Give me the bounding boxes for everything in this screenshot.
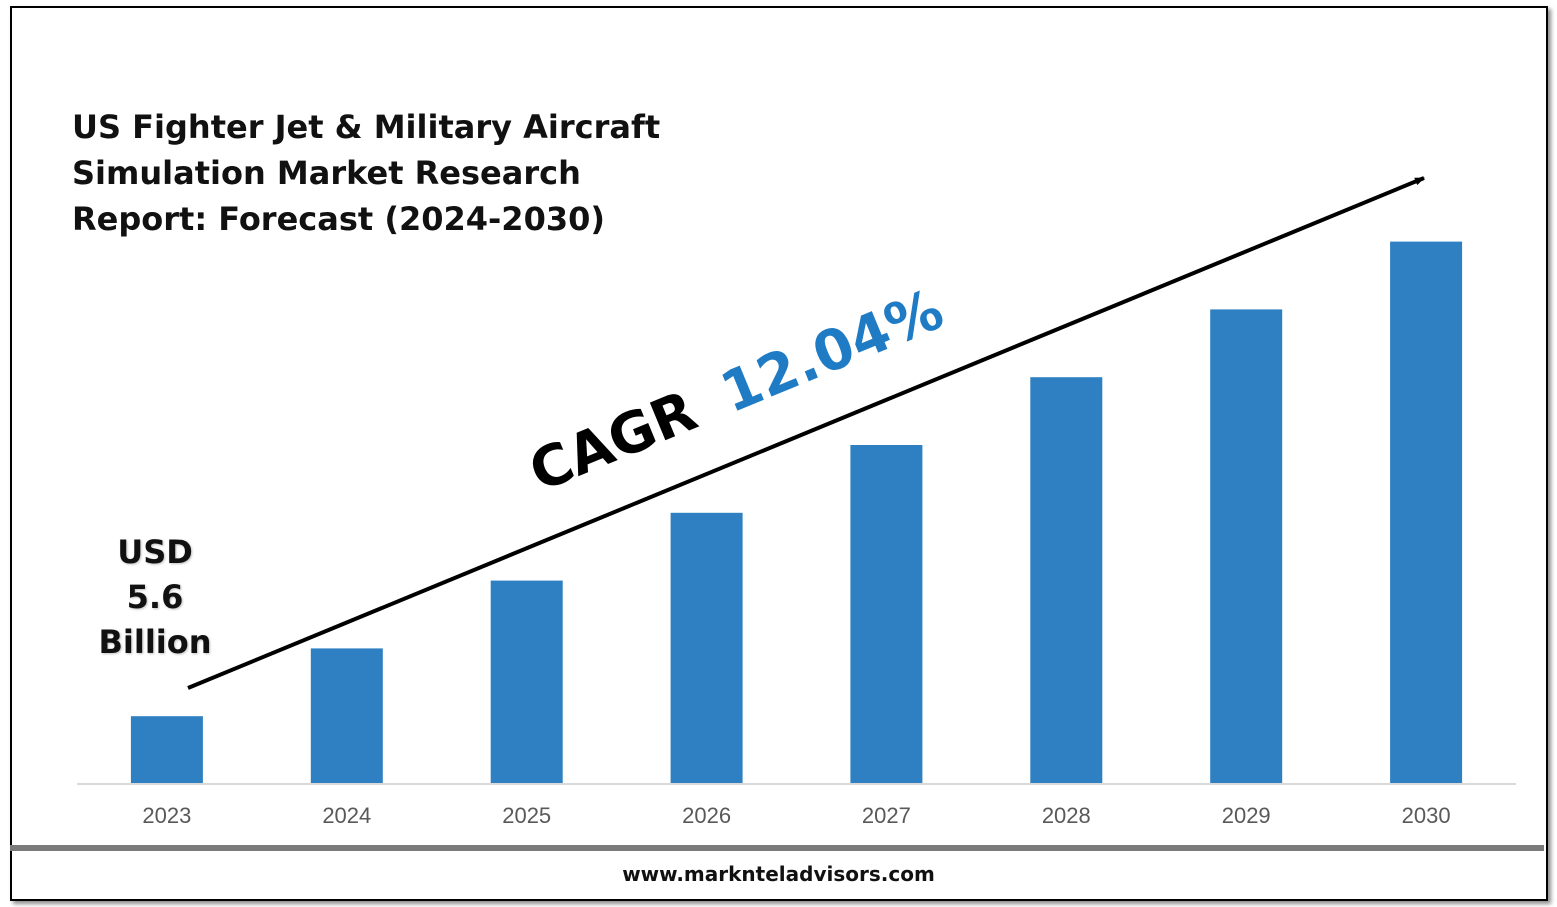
bar-2025 bbox=[490, 580, 563, 784]
x-tick-label-2023: 2023 bbox=[142, 803, 191, 828]
x-tick-label-2026: 2026 bbox=[682, 803, 731, 828]
bar-2030 bbox=[1390, 241, 1463, 785]
x-tick-label-2029: 2029 bbox=[1222, 803, 1271, 828]
x-tick-label-2030: 2030 bbox=[1402, 803, 1451, 828]
base-value-unit: Billion bbox=[98, 623, 212, 661]
footer-website-link[interactable]: www.marknteladvisors.com bbox=[622, 862, 935, 886]
chart-title-line-2: Simulation Market Research bbox=[72, 154, 581, 192]
x-tick-label-2027: 2027 bbox=[862, 803, 911, 828]
bar-2023 bbox=[130, 716, 203, 784]
bars-group bbox=[130, 241, 1463, 785]
chart-card bbox=[10, 6, 1548, 901]
base-value-number: 5.6 bbox=[126, 578, 184, 616]
x-tick-label-2025: 2025 bbox=[502, 803, 551, 828]
bar-2029 bbox=[1210, 309, 1283, 784]
growth-trend-arrow bbox=[187, 176, 1425, 690]
base-value-currency: USD bbox=[117, 533, 193, 571]
bar-2027 bbox=[850, 445, 923, 784]
bar-2028 bbox=[1030, 377, 1103, 784]
bar-2024 bbox=[310, 648, 383, 784]
cagr-value: 12.04% bbox=[712, 277, 952, 426]
chart-title-line-1: US Fighter Jet & Military Aircraft bbox=[72, 108, 661, 146]
x-tick-label-2024: 2024 bbox=[322, 803, 371, 828]
footer-divider bbox=[10, 845, 1544, 851]
chart-title: US Fighter Jet & Military Aircraft Simul… bbox=[72, 104, 712, 242]
bar-2026 bbox=[670, 512, 743, 784]
base-value-annotation: USD 5.6 Billion bbox=[96, 530, 214, 665]
chart-title-line-3: Report: Forecast (2024-2030) bbox=[72, 200, 605, 238]
x-tick-labels: 2023 2024 2025 2026 2027 2028 2029 2030 bbox=[142, 803, 1450, 828]
x-tick-label-2028: 2028 bbox=[1042, 803, 1091, 828]
